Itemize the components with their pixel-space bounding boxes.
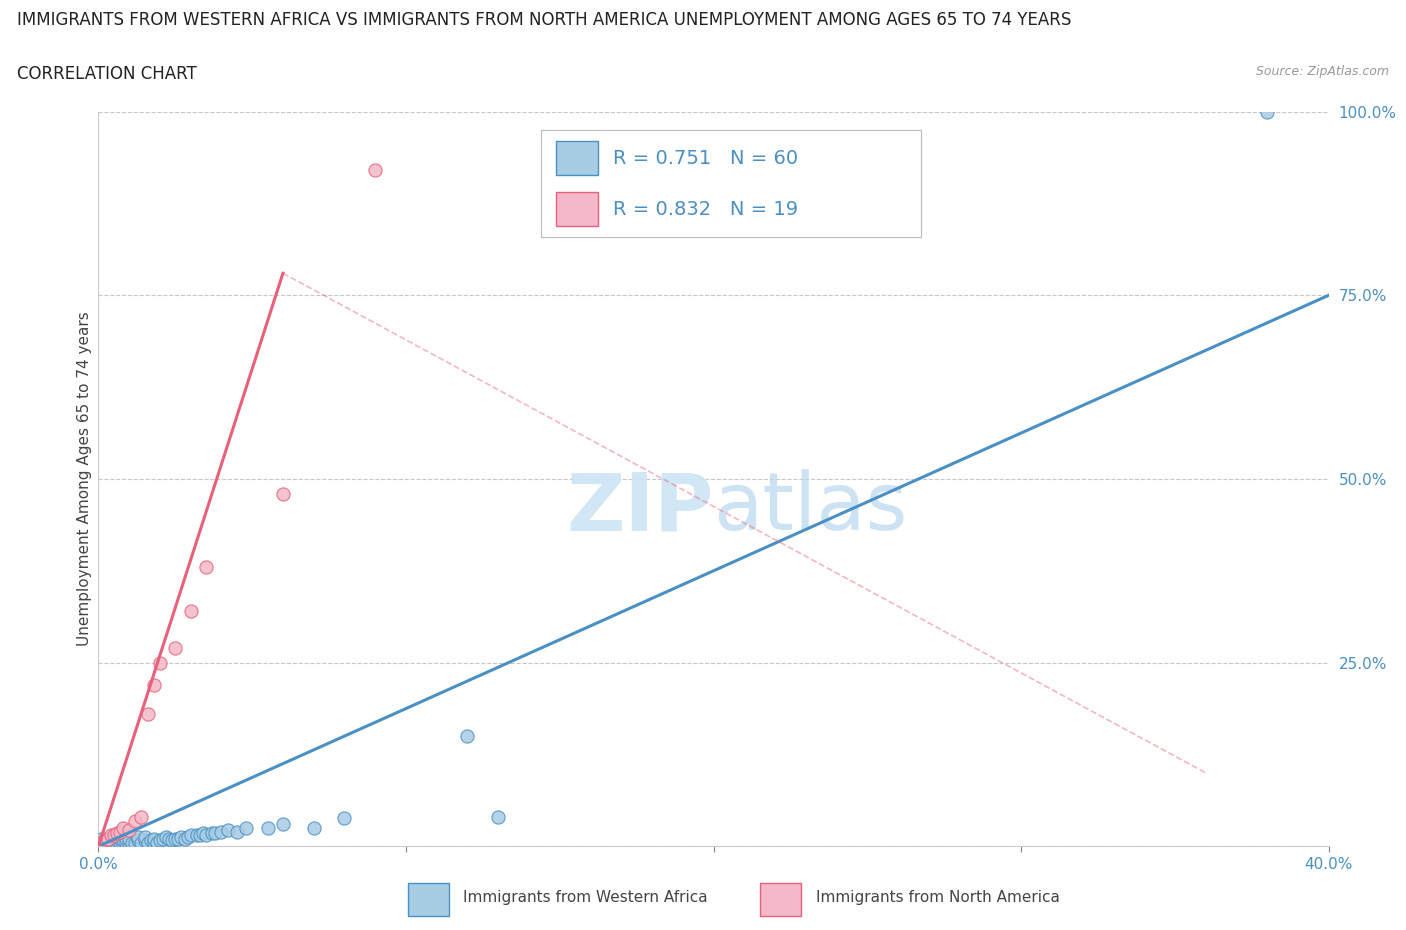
Point — [173, 831, 195, 846]
Text: R = 0.751   N = 60: R = 0.751 N = 60 — [613, 149, 799, 167]
Point — [131, 835, 153, 850]
Point — [486, 809, 509, 824]
Point — [195, 560, 218, 575]
Bar — [761, 884, 801, 916]
Point — [97, 831, 120, 846]
Point — [180, 604, 202, 618]
Point — [225, 824, 247, 839]
Point — [364, 163, 387, 178]
Point — [134, 830, 156, 845]
Point — [90, 831, 112, 846]
Point — [112, 833, 135, 848]
Point — [235, 820, 257, 835]
Point — [103, 835, 125, 850]
Point — [118, 835, 141, 850]
Point — [100, 833, 122, 848]
Point — [188, 828, 211, 843]
Point — [97, 835, 120, 850]
Point — [170, 830, 193, 845]
Point — [134, 833, 156, 848]
Point — [112, 837, 135, 852]
Point — [271, 486, 294, 501]
Point — [180, 828, 202, 843]
Point — [149, 656, 172, 671]
Point — [142, 831, 165, 846]
Point — [118, 831, 141, 846]
Point — [127, 833, 149, 848]
Point — [195, 828, 218, 843]
Text: R = 0.832   N = 19: R = 0.832 N = 19 — [613, 200, 799, 219]
Point — [162, 833, 183, 848]
Text: Immigrants from North America: Immigrants from North America — [815, 890, 1060, 905]
Point — [131, 809, 153, 824]
Point — [115, 835, 138, 850]
Point — [136, 707, 159, 722]
Point — [124, 813, 146, 828]
Point — [1256, 104, 1278, 119]
Point — [103, 831, 125, 846]
Text: IMMIGRANTS FROM WESTERN AFRICA VS IMMIGRANTS FROM NORTH AMERICA UNEMPLOYMENT AMO: IMMIGRANTS FROM WESTERN AFRICA VS IMMIGR… — [17, 11, 1071, 29]
Point — [333, 811, 356, 826]
Point — [165, 641, 187, 656]
Point — [204, 826, 226, 841]
Point — [118, 823, 141, 838]
Point — [201, 826, 224, 841]
Point — [97, 831, 120, 846]
Point — [152, 831, 174, 846]
Text: CORRELATION CHART: CORRELATION CHART — [17, 65, 197, 83]
Point — [256, 820, 278, 835]
Point — [103, 828, 125, 843]
Point — [108, 831, 131, 846]
Point — [136, 835, 159, 850]
Point — [211, 824, 233, 839]
Point — [142, 677, 165, 692]
Point — [157, 831, 180, 846]
Point — [155, 830, 177, 845]
Point — [176, 830, 198, 845]
Point — [93, 831, 115, 846]
Point — [93, 833, 115, 848]
Bar — [408, 884, 449, 916]
Point — [100, 837, 122, 852]
Point — [142, 835, 165, 850]
Point — [121, 835, 143, 850]
Point — [302, 820, 325, 835]
Point — [127, 830, 149, 845]
Point — [115, 831, 138, 846]
Point — [124, 835, 146, 850]
Bar — [557, 141, 599, 175]
Point — [112, 820, 135, 835]
Text: Immigrants from Western Africa: Immigrants from Western Africa — [464, 890, 709, 905]
Point — [139, 833, 162, 848]
Point — [456, 729, 478, 744]
Point — [186, 828, 208, 843]
Text: ZIP: ZIP — [567, 470, 714, 548]
Point — [90, 835, 112, 850]
Point — [105, 833, 128, 848]
Point — [271, 817, 294, 831]
Point — [149, 833, 172, 848]
Point — [191, 826, 214, 841]
Y-axis label: Unemployment Among Ages 65 to 74 years: Unemployment Among Ages 65 to 74 years — [77, 312, 91, 646]
Bar — [557, 193, 599, 227]
Text: Source: ZipAtlas.com: Source: ZipAtlas.com — [1256, 65, 1389, 78]
Point — [146, 835, 169, 850]
Point — [108, 824, 131, 839]
Point — [167, 831, 190, 846]
Point — [165, 831, 187, 846]
Point — [217, 823, 239, 838]
Point — [108, 835, 131, 850]
Point — [90, 835, 112, 850]
Text: atlas: atlas — [714, 470, 908, 548]
Point — [105, 837, 128, 852]
Point — [100, 828, 122, 843]
Point — [105, 826, 128, 841]
Point — [93, 837, 115, 852]
